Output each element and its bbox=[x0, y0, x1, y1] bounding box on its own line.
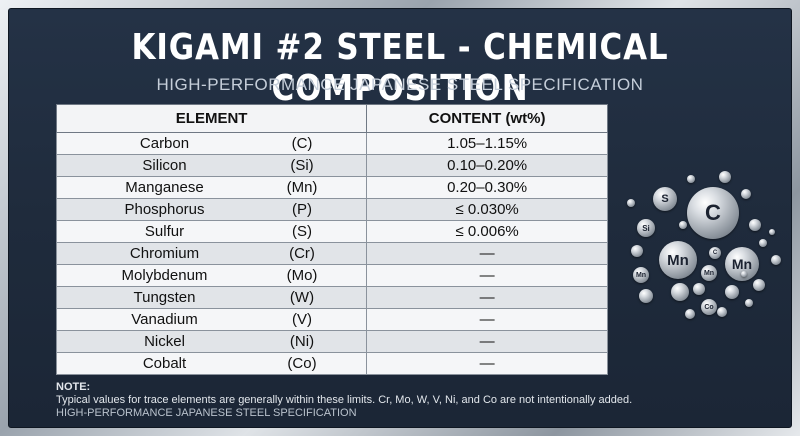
atom-sphere bbox=[687, 175, 695, 183]
content-cell: — bbox=[366, 330, 608, 353]
atom-sphere-labeled: S bbox=[653, 187, 677, 211]
element-symbol: (P) bbox=[292, 201, 312, 218]
atom-sphere bbox=[725, 285, 739, 299]
atom-sphere bbox=[719, 171, 731, 183]
note-label: NOTE: bbox=[56, 381, 91, 393]
table-row: Carbon (C) 1.05–1.15% bbox=[55, 132, 608, 155]
table-row: Vanadium (V) — bbox=[55, 308, 608, 331]
content-cell: — bbox=[366, 286, 608, 309]
table-row: Silicon (Si) 0.10–0.20% bbox=[55, 154, 608, 177]
atom-sphere-labeled: Si bbox=[637, 219, 655, 237]
page-title: KIGAMI #2 STEEL - CHEMICAL COMPOSITION bbox=[131, 27, 669, 109]
element-name: Cobalt bbox=[142, 355, 187, 372]
table-row: Phosphorus (P) ≤ 0.030% bbox=[55, 198, 608, 221]
element-name: Silicon bbox=[142, 157, 187, 174]
element-cell: Tungsten (W) bbox=[55, 286, 368, 309]
atom-sphere-labeled: Co bbox=[701, 299, 717, 315]
atom-sphere bbox=[741, 189, 751, 199]
element-name: Molybdenum bbox=[121, 267, 208, 284]
element-name: Tungsten bbox=[133, 289, 196, 306]
table-row: Chromium (Cr) — bbox=[55, 242, 608, 265]
element-symbol: (Mn) bbox=[286, 179, 318, 196]
element-name: Vanadium bbox=[131, 311, 198, 328]
element-symbol: (Si) bbox=[290, 157, 314, 174]
element-name: Carbon bbox=[139, 135, 190, 152]
atom-sphere bbox=[769, 229, 775, 235]
note-text: Typical values for trace elements are ge… bbox=[56, 394, 633, 406]
element-cell: Manganese (Mn) bbox=[55, 176, 368, 199]
metal-atoms-illustration-icon: C Mn Mn S Si Mn Mn Co C bbox=[609, 159, 791, 329]
element-cell: Vanadium (V) bbox=[55, 308, 368, 331]
element-cell: Phosphorus (P) bbox=[55, 198, 368, 221]
content-cell: — bbox=[366, 242, 608, 265]
content-cell: 1.05–1.15% bbox=[366, 132, 608, 155]
atom-sphere bbox=[741, 271, 747, 277]
element-name: Sulfur bbox=[144, 223, 185, 240]
table-row: Tungsten (W) — bbox=[55, 286, 608, 309]
content-cell: 0.10–0.20% bbox=[366, 154, 608, 177]
atom-sphere bbox=[679, 221, 687, 229]
element-symbol: (Cr) bbox=[289, 245, 315, 262]
composition-table: ELEMENT CONTENT (wt%) Carbon (C) 1.05–1.15… bbox=[55, 104, 608, 375]
element-cell: Cobalt (Co) bbox=[55, 352, 368, 375]
content-cell: — bbox=[366, 264, 608, 287]
element-symbol: (Mo) bbox=[286, 267, 318, 284]
atom-sphere-labeled: Mn bbox=[701, 265, 717, 281]
element-cell: Nickel (Ni) bbox=[55, 330, 368, 353]
element-cell: Carbon (C) bbox=[55, 132, 368, 155]
table-row: Nickel (Ni) — bbox=[55, 330, 608, 353]
content-cell: — bbox=[366, 308, 608, 331]
element-cell: Sulfur (S) bbox=[55, 220, 368, 243]
atom-sphere bbox=[753, 279, 765, 291]
atom-sphere bbox=[639, 289, 653, 303]
atom-sphere-labeled: Mn bbox=[633, 267, 649, 283]
content-cell: 0.20–0.30% bbox=[366, 176, 608, 199]
atom-sphere bbox=[759, 239, 767, 247]
note-block: NOTE: Typical values for trace elements … bbox=[56, 381, 632, 420]
element-symbol: (Ni) bbox=[289, 333, 315, 350]
element-name: Phosphorus bbox=[124, 201, 205, 218]
element-cell: Molybdenum (Mo) bbox=[55, 264, 368, 287]
content-cell: ≤ 0.030% bbox=[366, 198, 608, 221]
table-row: Sulfur (S) ≤ 0.006% bbox=[55, 220, 608, 243]
element-name: Manganese bbox=[125, 179, 204, 196]
table-row: Manganese (Mn) 0.20–0.30% bbox=[55, 176, 608, 199]
header-element: ELEMENT bbox=[55, 104, 368, 133]
element-symbol: (V) bbox=[292, 311, 312, 328]
composition-table-wrapper: ELEMENT CONTENT (wt%) Carbon (C) 1.05–1.15… bbox=[55, 104, 608, 375]
element-symbol: (S) bbox=[292, 223, 312, 240]
table-row: Cobalt (Co) — bbox=[55, 352, 608, 375]
element-symbol: (W) bbox=[289, 289, 315, 306]
element-cell: Chromium (Cr) bbox=[55, 242, 368, 265]
atom-sphere bbox=[717, 307, 727, 317]
element-name: Nickel bbox=[144, 333, 185, 350]
atom-sphere-labeled: C bbox=[709, 247, 721, 259]
atom-sphere bbox=[631, 245, 643, 257]
content-cell: ≤ 0.006% bbox=[366, 220, 608, 243]
table-body: Carbon (C) 1.05–1.15% Silicon (Si) 0.10–0.20%… bbox=[55, 132, 608, 375]
atom-sphere bbox=[749, 219, 761, 231]
atom-sphere-labeled: Mn bbox=[659, 241, 697, 279]
table-header-row: ELEMENT CONTENT (wt%) bbox=[55, 104, 608, 133]
table-row: Molybdenum (Mo) — bbox=[55, 264, 608, 287]
page-subtitle: HIGH-PERFORMANCE JAPANESE STEEL SPECIFIC… bbox=[156, 75, 644, 94]
atom-sphere bbox=[671, 283, 689, 301]
content-cell: — bbox=[366, 352, 608, 375]
atom-sphere bbox=[771, 255, 781, 265]
atom-sphere bbox=[627, 199, 635, 207]
header-content: CONTENT (wt%) bbox=[366, 104, 608, 133]
atom-sphere-labeled: C bbox=[687, 187, 739, 239]
atom-sphere bbox=[685, 309, 695, 319]
element-cell: Silicon (Si) bbox=[55, 154, 368, 177]
atom-sphere bbox=[745, 299, 753, 307]
element-name: Chromium bbox=[129, 245, 200, 262]
element-symbol: (C) bbox=[291, 135, 313, 152]
atom-sphere bbox=[693, 283, 705, 295]
element-symbol: (Co) bbox=[287, 355, 317, 372]
spec-panel: KIGAMI #2 STEEL - CHEMICAL COMPOSITION H… bbox=[8, 8, 792, 428]
note-footer: HIGH-PERFORMANCE JAPANESE STEEL SPECIFIC… bbox=[56, 407, 357, 419]
